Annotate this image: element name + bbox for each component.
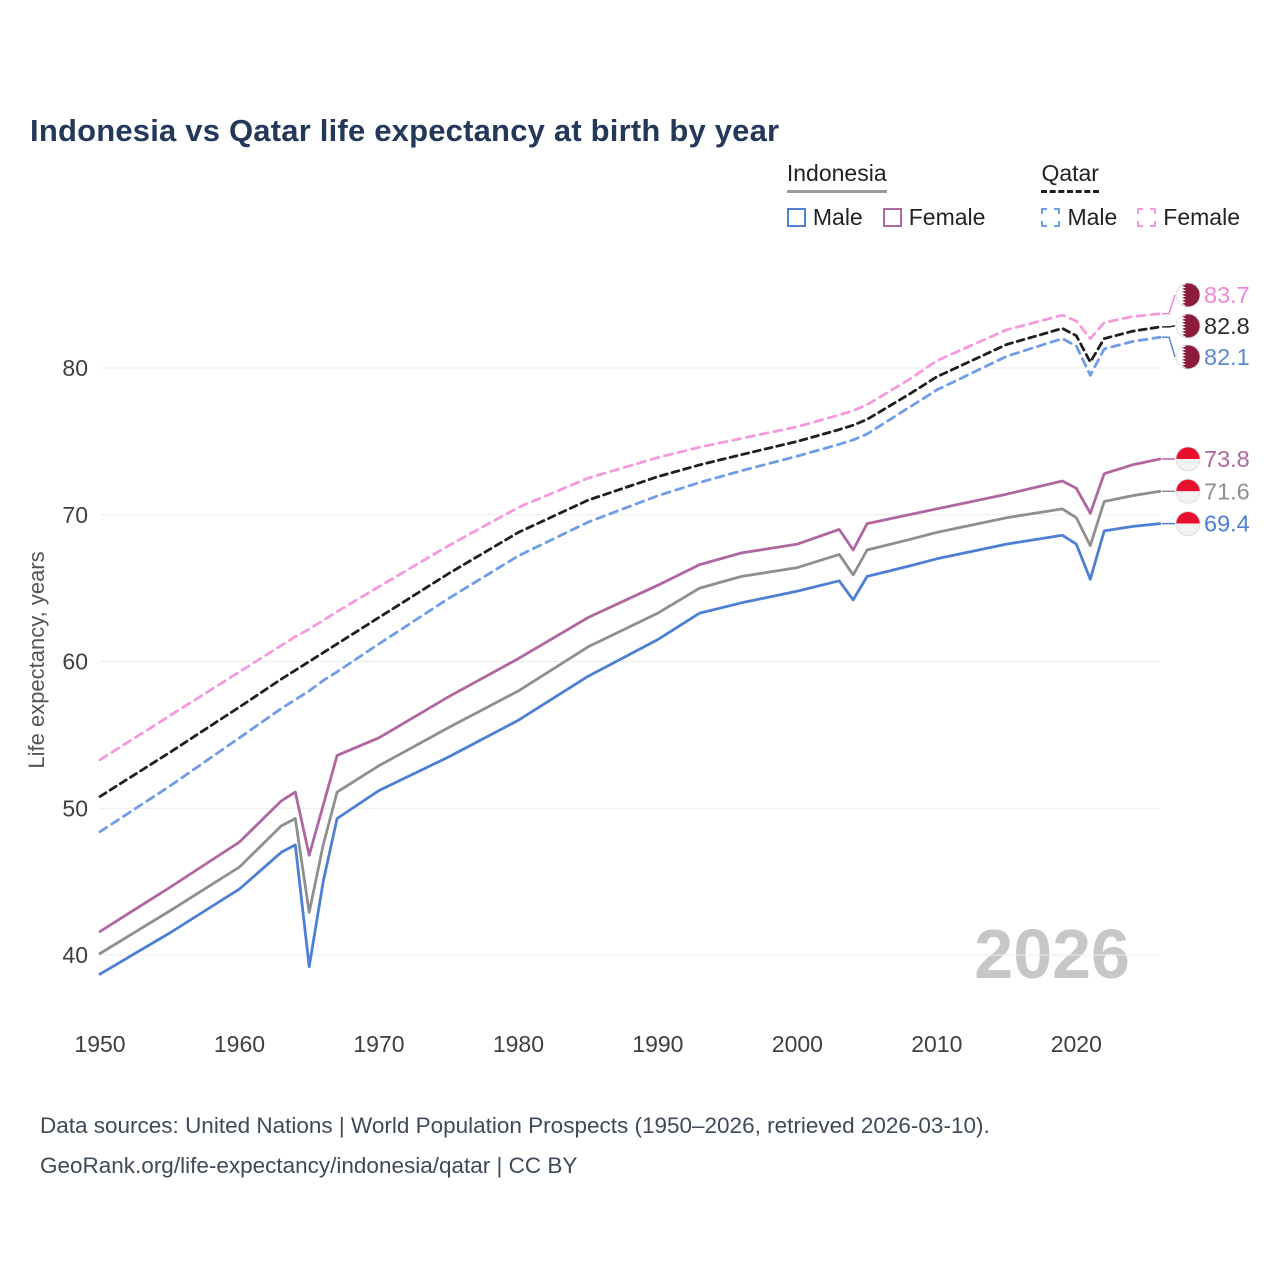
x-tick-label: 1970 <box>353 1031 404 1057</box>
legend-label: Male <box>812 204 863 230</box>
series-line-qatar-male <box>98 335 1162 834</box>
end-label-connector <box>1162 336 1176 358</box>
qatar-male-swatch <box>1041 208 1061 227</box>
legend-items-indonesia: Male Female <box>786 204 986 231</box>
y-tick-label: 60 <box>62 649 88 675</box>
x-tick-label: 1960 <box>214 1031 265 1057</box>
chart-title: Indonesia vs Qatar life expectancy at bi… <box>30 112 780 148</box>
y-tick-label: 80 <box>62 355 88 381</box>
indonesia-flag-icon <box>1175 446 1201 472</box>
legend-group-qatar: Qatar Male Female <box>1041 160 1240 231</box>
legend-group-indonesia: Indonesia Male Female <box>786 160 986 231</box>
legend-item-indonesia-female[interactable]: Female <box>882 204 986 231</box>
legend-label: Male <box>1067 204 1118 230</box>
series-line-indonesia-male <box>98 522 1162 976</box>
data-sources-line: Data sources: United Nations | World Pop… <box>40 1113 990 1138</box>
indonesia-flag-icon <box>1175 511 1201 536</box>
end-value-label-qatar: 83.7 <box>1204 282 1250 308</box>
legend-items-qatar: Male Female <box>1041 204 1240 231</box>
series-line-indonesia-female <box>98 457 1162 933</box>
indonesia-flag-icon <box>1175 478 1201 504</box>
series-line-qatar-female <box>98 312 1162 762</box>
legend-item-qatar-male[interactable]: Male <box>1041 204 1117 231</box>
legend: Indonesia Male Female Qatar Male Female <box>786 160 1240 231</box>
chart-footer: Data sources: United Nations | World Pop… <box>40 1106 990 1186</box>
legend-country-indonesia: Indonesia <box>786 160 887 193</box>
end-label-connector <box>1162 325 1176 328</box>
x-tick-label: 1990 <box>632 1031 683 1057</box>
y-tick-label: 40 <box>62 942 88 968</box>
watermark-year: 2026 <box>974 915 1130 993</box>
qatar-flag-icon <box>1175 344 1201 370</box>
qatar-flag-icon <box>1175 313 1201 339</box>
x-tick-label: 1950 <box>74 1031 125 1057</box>
qatar-flag-icon <box>1175 282 1201 308</box>
legend-label: Female <box>908 204 986 230</box>
end-value-label-indonesia: 73.8 <box>1204 446 1250 472</box>
end-value-label-qatar: 82.8 <box>1204 313 1250 339</box>
legend-country-qatar: Qatar <box>1041 160 1099 193</box>
series-line-qatar-both <box>98 325 1162 798</box>
legend-item-indonesia-male[interactable]: Male <box>786 204 863 231</box>
end-value-label-indonesia: 69.4 <box>1204 511 1250 537</box>
y-tick-label: 50 <box>62 795 88 821</box>
qatar-female-swatch <box>1137 208 1157 227</box>
end-value-label-qatar: 82.1 <box>1204 344 1250 370</box>
end-value-label-indonesia: 71.6 <box>1204 478 1250 504</box>
x-tick-label: 1980 <box>493 1031 544 1057</box>
x-tick-label: 2000 <box>772 1031 823 1057</box>
y-axis-label: Life expectancy, years <box>24 551 49 768</box>
x-tick-label: 2020 <box>1051 1031 1102 1057</box>
indonesia-male-swatch <box>786 208 806 227</box>
series-line-indonesia-both <box>98 489 1162 955</box>
legend-item-qatar-female[interactable]: Female <box>1137 204 1240 231</box>
attribution-line: GeoRank.org/life-expectancy/indonesia/qa… <box>40 1153 578 1178</box>
legend-label: Female <box>1163 204 1240 230</box>
end-label-connector <box>1162 294 1176 315</box>
x-tick-label: 2010 <box>911 1031 962 1057</box>
indonesia-female-swatch <box>882 208 902 227</box>
y-tick-label: 70 <box>62 502 88 528</box>
